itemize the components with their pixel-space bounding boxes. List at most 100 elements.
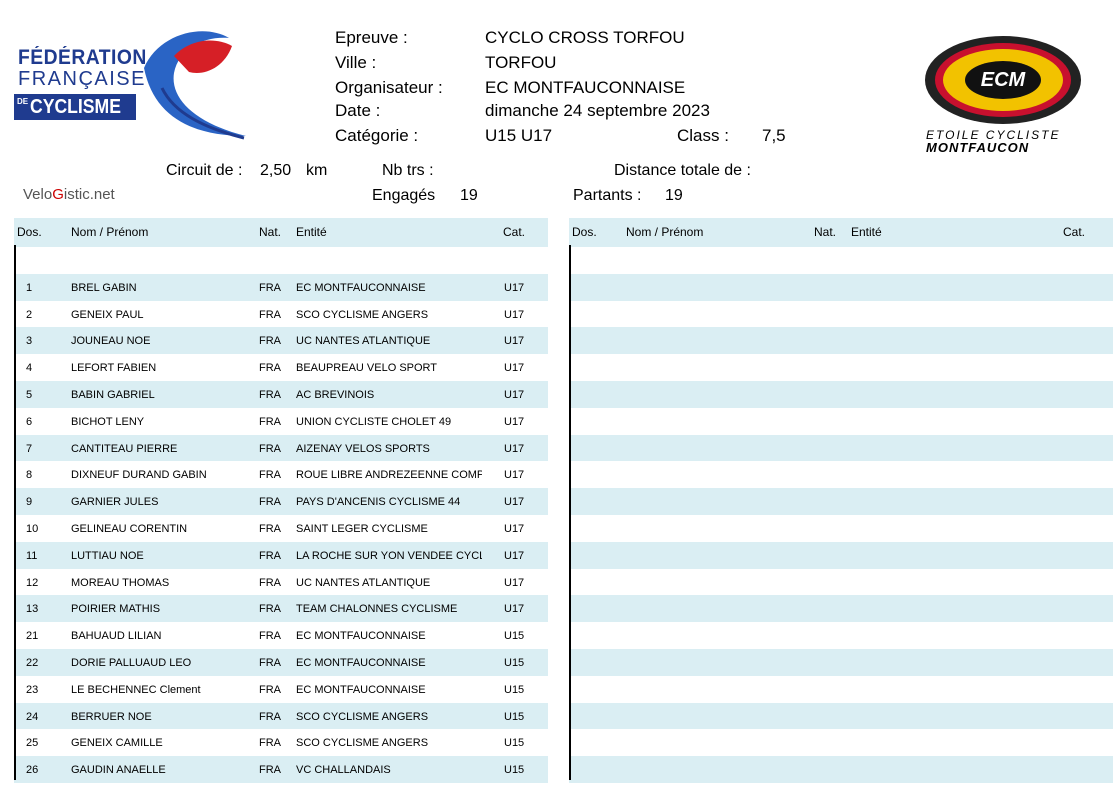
cell-nom: LE BECHENNEC Clement	[71, 683, 201, 696]
cell-nat: FRA	[259, 442, 281, 455]
table-row: 1 BREL GABIN FRA EC MONTFAUCONNAISE U17	[14, 273, 548, 301]
table-row	[569, 434, 1113, 462]
circuit-label: Circuit de :	[166, 162, 243, 179]
cell-nat: FRA	[259, 576, 281, 589]
table-body	[569, 247, 1113, 783]
cell-cat: U17	[504, 469, 525, 482]
ecm-initials: ECM	[981, 69, 1027, 91]
cell-dos: 13	[26, 603, 39, 616]
partants-value: 19	[665, 187, 683, 204]
partants-label: Partants :	[573, 187, 642, 204]
table-row	[569, 247, 1113, 274]
cell-nat: FRA	[259, 469, 281, 482]
cell-nat: FRA	[259, 710, 281, 723]
cell-entite: SCO CYCLISME ANGERS	[296, 737, 429, 750]
cell-cat: U17	[504, 415, 525, 428]
col-nat: Nat.	[259, 225, 282, 239]
cell-cat: U15	[504, 683, 525, 696]
cell-nom: GAUDIN ANAELLE	[71, 764, 166, 777]
table-row: 12 MOREAU THOMAS FRA UC NANTES ATLANTIQUE U1…	[14, 569, 548, 596]
table-row	[569, 622, 1113, 649]
table-row: 8 DIXNEUF DURAND GABIN FRA ROUE LIBRE ANDRE…	[14, 461, 548, 488]
table-row: 26 GAUDIN ANAELLE FRA VC CHALLANDAIS U15	[14, 756, 548, 783]
table-row	[569, 273, 1113, 301]
cell-entite: UC NANTES ATLANTIQUE	[296, 335, 431, 348]
cell-nat: FRA	[259, 308, 281, 321]
cell-nom: BERRUER NOE	[71, 710, 152, 723]
table-row	[569, 756, 1113, 783]
table-row	[569, 515, 1113, 542]
cell-entite: EC MONTFAUCONNAISE	[296, 281, 426, 294]
ffc-band	[14, 94, 136, 120]
table-row	[569, 380, 1113, 408]
cell-dos: 7	[26, 442, 33, 455]
ville-label: Ville :	[335, 53, 377, 72]
right-border	[569, 245, 571, 780]
cell-nat: FRA	[259, 603, 281, 616]
table-row	[569, 569, 1113, 596]
table-header: Dos. Nom / Prénom Nat. Entité Cat.	[569, 218, 1113, 247]
cell-cat: U15	[504, 656, 525, 669]
col-cat: Cat.	[503, 225, 526, 239]
table-row	[569, 648, 1113, 676]
left-border	[14, 245, 16, 780]
col-dos: Dos.	[572, 225, 597, 239]
cell-nom: JOUNEAU NOE	[71, 335, 151, 348]
cell-nat: FRA	[259, 683, 281, 696]
cell-dos: 21	[26, 630, 39, 643]
cell-nom: GELINEAU CORENTIN	[71, 522, 188, 535]
col-nom: Nom / Prénom	[626, 225, 704, 239]
table-row	[569, 595, 1113, 623]
table-row	[569, 541, 1113, 569]
col-nom: Nom / Prénom	[71, 225, 149, 239]
ffc-name-line3: CYCLISME	[30, 96, 121, 118]
col-cat: Cat.	[1063, 225, 1086, 239]
class-value: 7,5	[762, 126, 786, 145]
cell-entite: SCO CYCLISME ANGERS	[296, 308, 429, 321]
table-row	[569, 702, 1113, 730]
cell-entite: EC MONTFAUCONNAISE	[296, 656, 426, 669]
cell-entite: PAYS D'ANCENIS CYCLISME 44	[296, 496, 461, 509]
cell-nat: FRA	[259, 415, 281, 428]
cell-nat: FRA	[259, 630, 281, 643]
cell-dos: 12	[26, 576, 39, 589]
cell-nat: FRA	[259, 656, 281, 669]
cell-nat: FRA	[259, 522, 281, 535]
cell-nom: BICHOT LENY	[71, 415, 145, 428]
ffc-de: DE	[17, 97, 29, 106]
cell-nom: GENEIX PAUL	[71, 308, 144, 321]
epreuve-label: Epreuve :	[335, 28, 408, 47]
table-row: 9 GARNIER JULES FRA PAYS D'ANCENIS CYCLISME…	[14, 488, 548, 515]
ecm-gear-icon: ECM	[925, 36, 1081, 124]
cell-nom: BAHUAUD LILIAN	[71, 630, 162, 643]
distance-label: Distance totale de :	[614, 162, 751, 179]
cell-dos: 22	[26, 656, 39, 669]
cell-nom: CANTITEAU PIERRE	[71, 442, 178, 455]
cell-entite: BEAUPREAU VELO SPORT	[296, 362, 438, 375]
cell-dos: 23	[26, 683, 39, 696]
date-value: dimanche 24 septembre 2023	[485, 101, 710, 120]
table-row: 6 BICHOT LENY FRA UNION CYCLISTE CHOLET 49 U…	[14, 408, 548, 435]
cell-cat: U17	[504, 388, 525, 401]
table-row: 2 GENEIX PAUL FRA SCO CYCLISME ANGERS U17	[14, 301, 548, 328]
cell-entite: TEAM CHALONNES CYCLISME	[296, 603, 458, 616]
cell-entite: SCO CYCLISME ANGERS	[296, 710, 429, 723]
engages-value: 19	[460, 187, 478, 204]
table-row	[569, 676, 1113, 703]
cell-cat: U17	[504, 603, 525, 616]
table-row: 3 JOUNEAU NOE FRA UC NANTES ATLANTIQUE U17	[14, 327, 548, 355]
cell-entite: AC BREVINOIS	[296, 388, 375, 401]
table-row: 23 LE BECHENNEC Clement FRA EC MONTFAUCONNA…	[14, 676, 548, 703]
cell-entite: SAINT LEGER CYCLISME	[296, 522, 428, 535]
cell-dos: 4	[26, 362, 33, 375]
cell-cat: U17	[504, 362, 525, 375]
cell-nom: GENEIX CAMILLE	[71, 737, 163, 750]
col-dos: Dos.	[17, 225, 42, 239]
table-row: 10 GELINEAU CORENTIN FRA SAINT LEGER CYCLIS…	[14, 515, 548, 542]
cell-cat: U17	[504, 335, 525, 348]
col-entite: Entité	[296, 225, 327, 239]
cell-dos: 26	[26, 764, 39, 777]
table-row	[569, 354, 1113, 381]
cell-dos: 2	[26, 308, 33, 321]
categorie-value: U15 U17	[485, 126, 553, 145]
